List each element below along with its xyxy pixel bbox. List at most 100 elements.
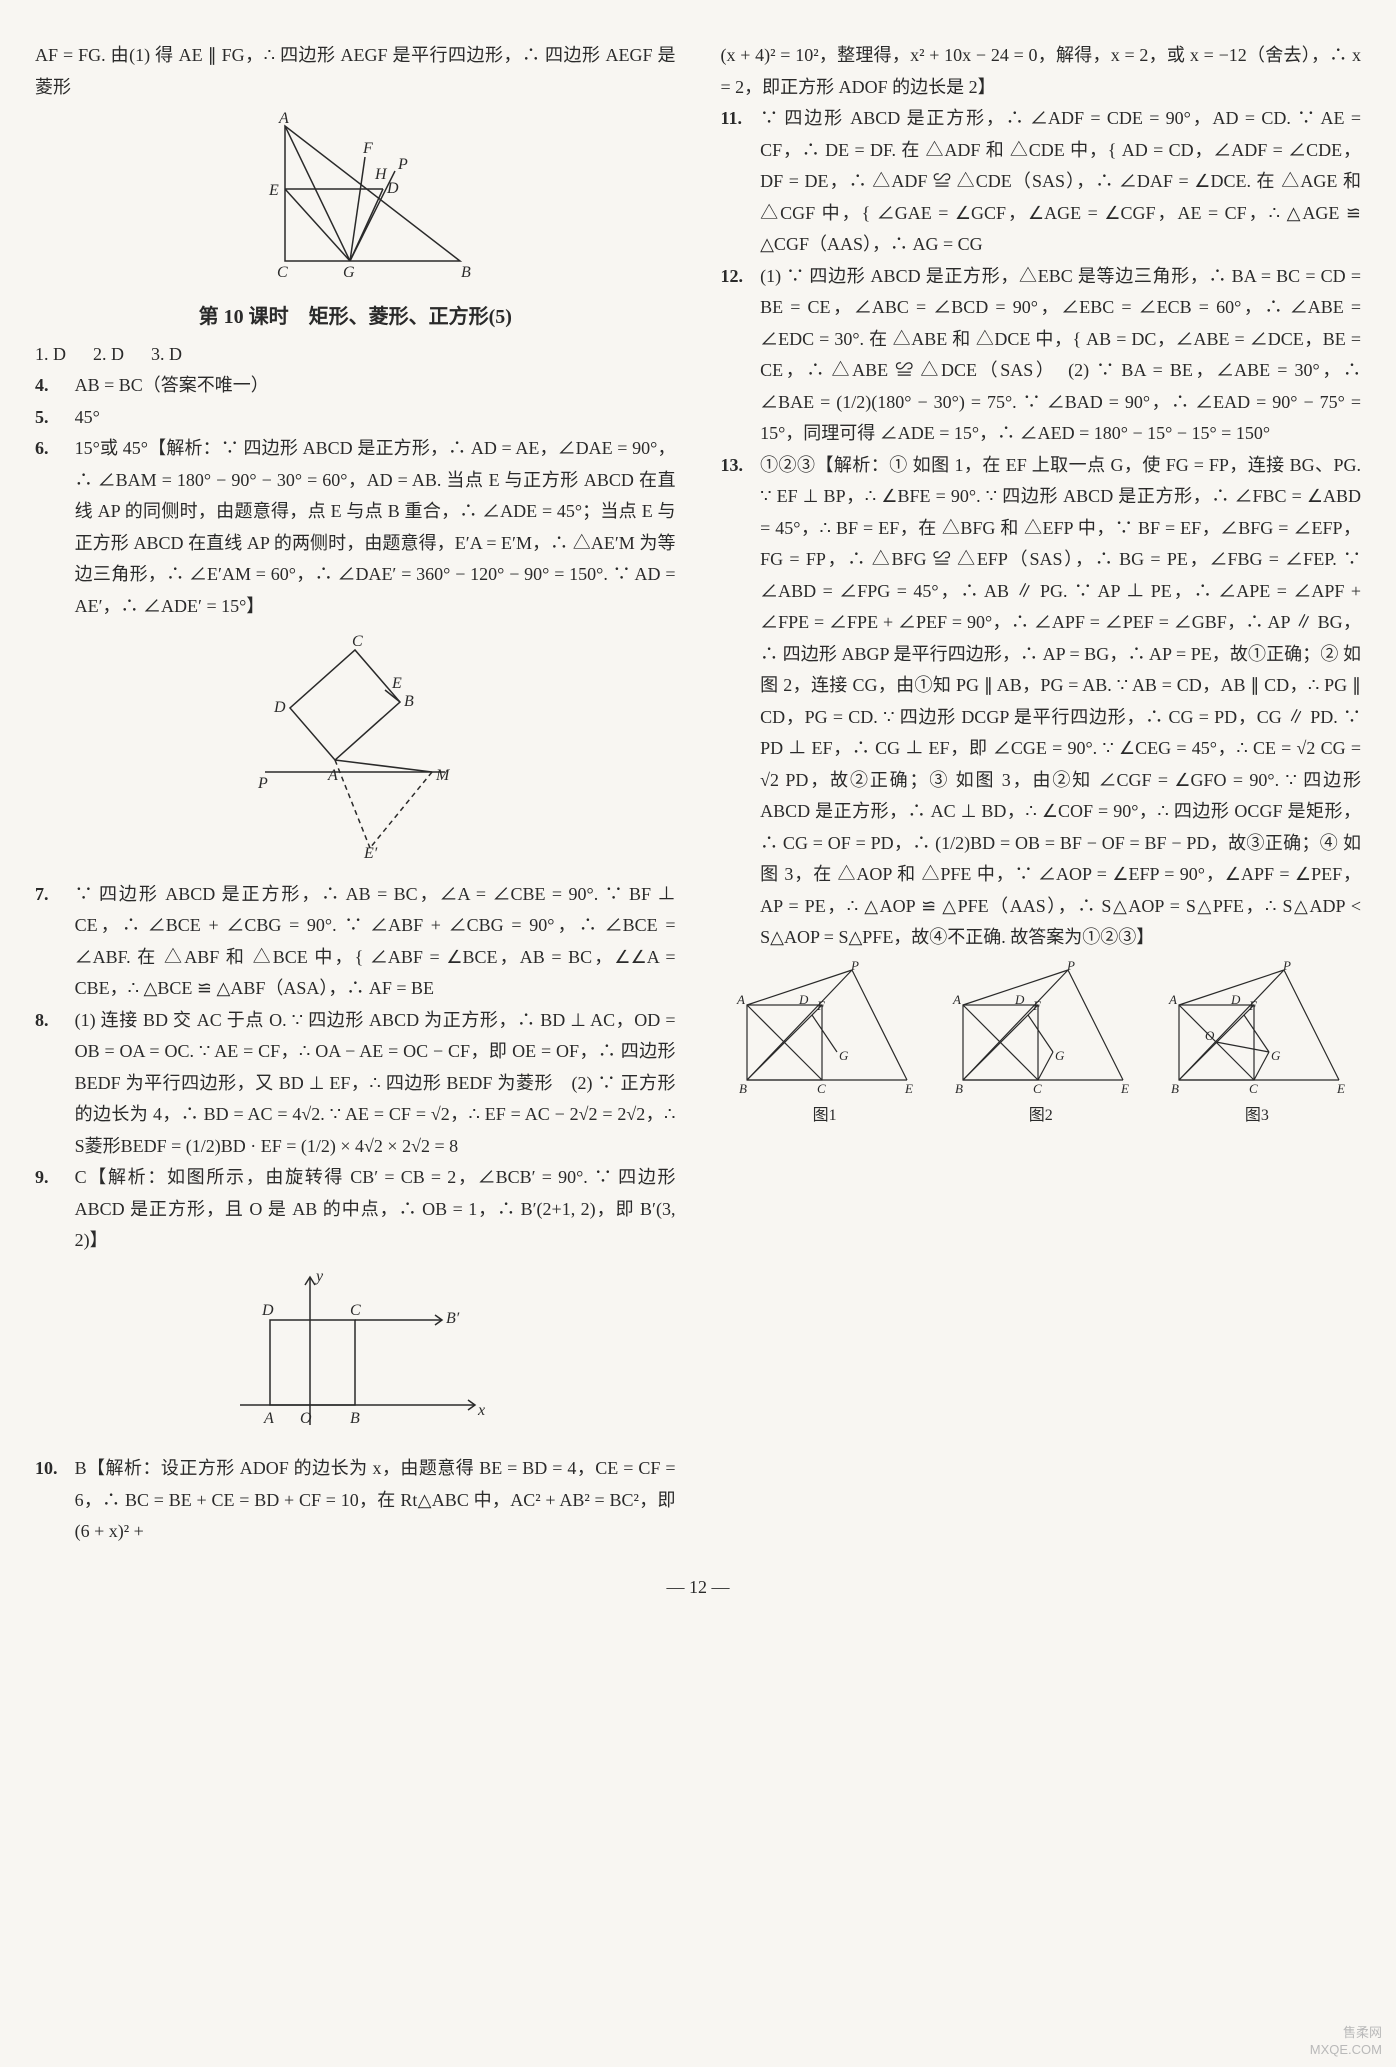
q3: 3. D [151, 339, 182, 371]
q8: 8. (1) 连接 BD 交 AC 于点 O. ∵ 四边形 ABCD 为正方形，… [35, 1005, 676, 1163]
svg-text:G: G [839, 1048, 849, 1063]
svg-text:D: D [386, 180, 399, 197]
svg-text:B: B [955, 1081, 963, 1096]
svg-text:D: D [798, 992, 809, 1007]
q1: 1. D [35, 339, 66, 371]
figure-aegf: A E C G B D F P H [35, 111, 676, 292]
svg-text:A: A [1168, 992, 1177, 1007]
svg-text:M: M [435, 767, 451, 784]
svg-text:G: G [1271, 1048, 1281, 1063]
svg-text:B: B [404, 693, 414, 710]
q12: 12. (1) ∵ 四边形 ABCD 是正方形，△EBC 是等边三角形，∴ BA… [721, 261, 1362, 450]
entry-num: 7. [35, 879, 75, 911]
svg-text:A: A [327, 767, 338, 784]
svg-text:B: B [350, 1410, 360, 1427]
q7-body: ∵ 四边形 ABCD 是正方形，∴ AB = BC，∠A = ∠CBE = 90… [75, 879, 676, 1005]
q4: 4. AB = BC（答案不唯一） [35, 370, 676, 402]
svg-text:C: C [277, 264, 288, 281]
svg-text:B: B [739, 1081, 747, 1096]
svg-text:C: C [352, 633, 363, 650]
svg-text:B′: B′ [446, 1310, 460, 1327]
svg-text:x: x [477, 1402, 485, 1419]
entry-num: 13. [721, 450, 761, 482]
svg-text:E: E [268, 182, 279, 199]
svg-text:C: C [1033, 1081, 1042, 1096]
watermark: 售柔网 MXQE.COM [1310, 2025, 1382, 2059]
svg-text:H: H [374, 166, 388, 183]
svg-text:C: C [350, 1302, 361, 1319]
q10-body: B【解析：设正方形 ADOF 的边长为 x，由题意得 BE = BD = 4，C… [75, 1453, 676, 1548]
q9-body: C【解析：如图所示，由旋转得 CB′ = CB = 2，∠BCB′ = 90°.… [75, 1162, 676, 1257]
answers-1-3: 1. D 2. D 3. D [35, 339, 676, 371]
q11-body: ∵ 四边形 ABCD 是正方形，∴ ∠ADF = CDE = 90°，AD = … [760, 103, 1361, 261]
svg-text:A: A [952, 992, 961, 1007]
svg-text:D: D [1230, 992, 1241, 1007]
svg-text:E′: E′ [363, 845, 378, 860]
svg-text:P: P [1282, 960, 1291, 973]
figure-coord: D C B′ A O B x y [35, 1265, 676, 1446]
right-cont: (x + 4)² = 10²，整理得，x² + 10x − 24 = 0，解得，… [721, 40, 1362, 103]
watermark-line2: MXQE.COM [1310, 2042, 1382, 2059]
fig-1: A B C D E F G P 图1 [727, 960, 922, 1130]
fig2-caption: 图2 [943, 1102, 1138, 1130]
svg-text:O: O [1205, 1028, 1215, 1043]
entry-num: 6. [35, 433, 75, 465]
page-number: — 12 — [35, 1572, 1361, 1604]
svg-text:P: P [1066, 960, 1075, 973]
page-root: AF = FG. 由(1) 得 AE ∥ FG，∴ 四边形 AEGF 是平行四边… [35, 40, 1361, 1548]
fig1-caption: 图1 [727, 1102, 922, 1130]
svg-text:D: D [261, 1302, 274, 1319]
svg-text:y: y [314, 1268, 324, 1285]
svg-text:P: P [257, 775, 268, 792]
svg-text:D: D [1014, 992, 1025, 1007]
fig-2: A B C D E F G P 图2 [943, 960, 1138, 1130]
svg-text:F: F [1248, 998, 1258, 1013]
svg-text:G: G [1055, 1048, 1065, 1063]
q4-body: AB = BC（答案不唯一） [75, 370, 676, 402]
svg-text:F: F [362, 140, 373, 157]
q12-body: (1) ∵ 四边形 ABCD 是正方形，△EBC 是等边三角形，∴ BA = B… [760, 261, 1361, 450]
q10: 10. B【解析：设正方形 ADOF 的边长为 x，由题意得 BE = BD =… [35, 1453, 676, 1548]
svg-text:E: E [904, 1081, 913, 1096]
svg-text:E: E [1120, 1081, 1129, 1096]
entry-num: 9. [35, 1162, 75, 1194]
left-column: AF = FG. 由(1) 得 AE ∥ FG，∴ 四边形 AEGF 是平行四边… [35, 40, 676, 1548]
svg-text:P: P [850, 960, 859, 973]
q13: 13. ①②③【解析：① 如图 1，在 EF 上取一点 G，使 FG = FP，… [721, 450, 1362, 954]
fig3-caption: 图3 [1159, 1102, 1354, 1130]
q5: 5. 45° [35, 402, 676, 434]
right-column: (x + 4)² = 10²，整理得，x² + 10x − 24 = 0，解得，… [721, 40, 1362, 1548]
svg-text:D: D [273, 699, 286, 716]
entry-num: 12. [721, 261, 761, 293]
svg-text:A: A [736, 992, 745, 1007]
q13-body: ①②③【解析：① 如图 1，在 EF 上取一点 G，使 FG = FP，连接 B… [760, 450, 1361, 954]
q8-body: (1) 连接 BD 交 AC 于点 O. ∵ 四边形 ABCD 为正方形，∴ B… [75, 1005, 676, 1163]
triple-figures: A B C D E F G P 图1 [721, 960, 1362, 1130]
entry-num: 10. [35, 1453, 75, 1485]
svg-text:F: F [1032, 998, 1042, 1013]
entry-num: 5. [35, 402, 75, 434]
entry-num: 11. [721, 103, 761, 135]
q2: 2. D [93, 339, 124, 371]
fig-3: A B C D E F G P O 图3 [1159, 960, 1354, 1130]
svg-text:C: C [1249, 1081, 1258, 1096]
svg-text:A: A [263, 1410, 274, 1427]
figure-rotated-square: C E B D P A M E′ [35, 630, 676, 871]
svg-text:A: A [278, 111, 289, 127]
q5-body: 45° [75, 402, 676, 434]
svg-text:C: C [817, 1081, 826, 1096]
svg-text:B: B [461, 264, 471, 281]
svg-text:B: B [1171, 1081, 1179, 1096]
svg-text:P: P [397, 156, 408, 173]
svg-text:E: E [1336, 1081, 1345, 1096]
watermark-line1: 售柔网 [1310, 2025, 1382, 2042]
svg-text:O: O [300, 1410, 312, 1427]
entry-num: 8. [35, 1005, 75, 1037]
q11: 11. ∵ 四边形 ABCD 是正方形，∴ ∠ADF = CDE = 90°，A… [721, 103, 1362, 261]
entry-num: 4. [35, 370, 75, 402]
section-title: 第 10 课时 矩形、菱形、正方形(5) [35, 300, 676, 335]
q6-body: 15°或 45°【解析：∵ 四边形 ABCD 是正方形，∴ AD = AE，∠D… [75, 433, 676, 622]
svg-text:G: G [343, 264, 355, 281]
svg-text:F: F [816, 998, 826, 1013]
q6: 6. 15°或 45°【解析：∵ 四边形 ABCD 是正方形，∴ AD = AE… [35, 433, 676, 622]
